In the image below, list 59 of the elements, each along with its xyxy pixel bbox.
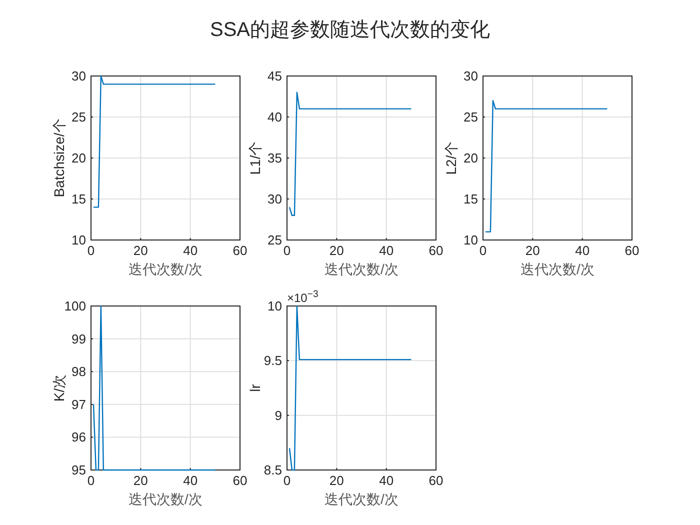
line-series bbox=[288, 92, 412, 216]
x-tick-label: 0 bbox=[87, 243, 95, 258]
y-tick-label: 25 bbox=[268, 232, 282, 248]
x-tick-label: 20 bbox=[525, 243, 540, 258]
x-tick-label: 0 bbox=[283, 243, 291, 258]
x-axis-title: 迭代次数/次 bbox=[128, 491, 202, 507]
x-tick-label: 20 bbox=[133, 473, 148, 488]
y-tick-label: 30 bbox=[268, 192, 282, 206]
x-tick-label: 60 bbox=[428, 243, 444, 258]
x-tick-label: 40 bbox=[575, 243, 590, 258]
y-axis-title: lr bbox=[247, 384, 263, 392]
y-tick-label: 35 bbox=[268, 150, 282, 166]
x-tick-label: 20 bbox=[133, 243, 148, 258]
y-tick-label: 95 bbox=[72, 462, 86, 478]
x-tick-label: 20 bbox=[329, 473, 344, 488]
y-tick-label: 10 bbox=[72, 232, 86, 248]
text: ×10$^{−3}$ bbox=[287, 288, 318, 305]
y-tick-label: 10 bbox=[268, 298, 282, 314]
x-tick-label: 0 bbox=[283, 473, 291, 488]
y-tick-label: 25 bbox=[464, 110, 478, 124]
y-tick-label: 15 bbox=[464, 192, 478, 206]
y-tick-label: 97 bbox=[72, 396, 86, 412]
text: SSA的超参数随迭代次数的变化 bbox=[210, 19, 490, 41]
x-tick-label: 60 bbox=[428, 473, 444, 488]
y-tick-label: 9 bbox=[274, 408, 282, 423]
y-axis-title: L1/个 bbox=[247, 141, 263, 175]
x-axis-title: 迭代次数/次 bbox=[128, 261, 202, 277]
x-tick-label: 0 bbox=[479, 243, 487, 258]
x-tick-label: 40 bbox=[379, 243, 394, 258]
y-axis-title: Batchsize/个 bbox=[51, 118, 67, 198]
y-tick-label: 8.5 bbox=[264, 462, 282, 478]
y-tick-label: 20 bbox=[72, 150, 86, 166]
x-tick-label: 40 bbox=[379, 473, 394, 488]
y-axis-title: K/次 bbox=[51, 374, 67, 402]
x-tick-label: 40 bbox=[183, 473, 198, 488]
x-tick-label: 60 bbox=[232, 243, 248, 258]
x-tick-label: 20 bbox=[329, 243, 344, 258]
y-tick-label: 30 bbox=[72, 68, 86, 84]
y-tick-label: 100 bbox=[64, 298, 86, 314]
line-series bbox=[288, 305, 412, 471]
y-tick-label: 20 bbox=[464, 150, 478, 166]
x-tick-label: 0 bbox=[87, 473, 95, 488]
y-axis-title: L2/个 bbox=[443, 141, 459, 175]
x-tick-label: 60 bbox=[232, 473, 248, 488]
y-tick-label: 98 bbox=[72, 364, 86, 380]
y-tick-label: 10 bbox=[464, 232, 478, 248]
y-tick-label: 96 bbox=[72, 430, 86, 445]
y-tick-label: 9.5 bbox=[264, 353, 282, 368]
y-tick-label: 25 bbox=[72, 110, 86, 124]
x-axis-title: 迭代次数/次 bbox=[520, 261, 594, 277]
x-axis-title: 迭代次数/次 bbox=[324, 261, 398, 277]
y-tick-label: 30 bbox=[464, 68, 478, 84]
x-axis-title: 迭代次数/次 bbox=[324, 491, 398, 507]
y-tick-label: 15 bbox=[72, 192, 86, 206]
x-tick-label: 40 bbox=[183, 243, 198, 258]
y-tick-label: 99 bbox=[72, 331, 86, 346]
y-tick-label: 45 bbox=[268, 68, 282, 84]
x-tick-label: 60 bbox=[624, 243, 640, 258]
y-tick-label: 40 bbox=[268, 110, 282, 124]
